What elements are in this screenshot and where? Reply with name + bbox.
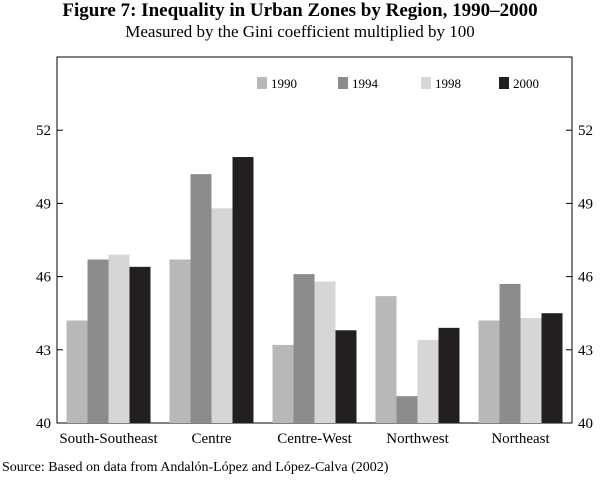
y-tick-label-left: 46 bbox=[36, 270, 52, 286]
legend-swatch-1998 bbox=[421, 77, 431, 89]
bar-1998-1 bbox=[211, 208, 233, 423]
y-tick-label-right: 49 bbox=[578, 196, 593, 212]
bar-1990-0 bbox=[66, 320, 88, 423]
y-tick-label-left: 43 bbox=[36, 343, 51, 359]
bar-1990-3 bbox=[375, 296, 397, 423]
legend-label-1998: 1998 bbox=[435, 76, 461, 91]
bar-1994-4 bbox=[499, 283, 521, 423]
bar-1994-2 bbox=[293, 274, 315, 423]
bar-2000-3 bbox=[438, 327, 460, 423]
legend-label-1994: 1994 bbox=[352, 76, 379, 91]
bar-1998-0 bbox=[108, 254, 130, 423]
y-tick-label-right: 46 bbox=[578, 270, 594, 286]
x-tick-label: Centre bbox=[192, 431, 232, 447]
bar-1994-0 bbox=[87, 259, 109, 423]
bar-1990-4 bbox=[478, 320, 500, 423]
legend-label-1990: 1990 bbox=[271, 76, 297, 91]
legend-swatch-1990 bbox=[257, 77, 267, 89]
legend-label-2000: 2000 bbox=[513, 76, 539, 91]
y-tick-label-left: 52 bbox=[36, 123, 51, 139]
chart-title: Figure 7: Inequality in Urban Zones by R… bbox=[62, 0, 538, 21]
y-tick-label-right: 40 bbox=[578, 416, 593, 432]
x-tick-label: South-Southeast bbox=[59, 431, 158, 447]
y-tick-label-right: 52 bbox=[578, 123, 593, 139]
x-tick-label: Centre-West bbox=[277, 431, 352, 447]
chart-subtitle: Measured by the Gini coefficient multipl… bbox=[125, 22, 475, 41]
bar-2000-0 bbox=[129, 266, 151, 423]
bar-1994-1 bbox=[190, 174, 212, 423]
bar-1990-1 bbox=[169, 259, 191, 423]
x-tick-label: Northeast bbox=[491, 431, 550, 447]
bar-2000-4 bbox=[541, 313, 563, 423]
bar-1990-2 bbox=[272, 344, 294, 423]
x-tick-label: Northwest bbox=[386, 431, 449, 447]
bar-1998-4 bbox=[520, 318, 542, 423]
y-tick-label-left: 40 bbox=[36, 416, 51, 432]
legend-swatch-2000 bbox=[499, 77, 509, 89]
bar-2000-1 bbox=[232, 157, 254, 424]
source-note: Source: Based on data from Andalón-López… bbox=[2, 460, 389, 475]
legend-swatch-1994 bbox=[338, 77, 348, 89]
bar-1994-3 bbox=[396, 396, 418, 423]
bar-1998-2 bbox=[314, 281, 336, 423]
bar-2000-2 bbox=[335, 330, 357, 423]
bar-1998-3 bbox=[417, 340, 439, 423]
y-tick-label-right: 43 bbox=[578, 343, 593, 359]
y-tick-label-left: 49 bbox=[36, 196, 51, 212]
